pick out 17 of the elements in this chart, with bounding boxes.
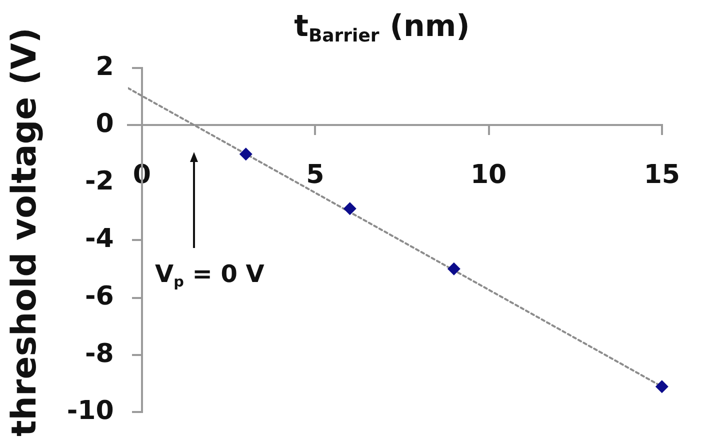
y-tick-label: 2 [96,52,114,82]
y-axis-title: threshold voltage (V) [4,28,44,436]
y-tick-label: -6 [84,281,114,312]
point [655,380,668,394]
y-tick-label: -4 [84,224,114,254]
point [343,202,356,216]
y-tick-label: 0 [96,109,114,140]
x-tick-label: 15 [644,160,680,190]
y-tick-label: -10 [66,396,114,426]
point [447,262,460,276]
annotation: V$_{p}$ = 0 V [155,260,264,290]
x-tick-label: 10 [470,160,507,190]
x-tick-label: 5 [306,160,324,190]
x-axis-title: t$_{Barrier}$ (nm) [294,9,470,46]
y-tick-label: -8 [84,338,114,369]
y-tick-label: -2 [84,166,114,197]
point [239,148,252,161]
